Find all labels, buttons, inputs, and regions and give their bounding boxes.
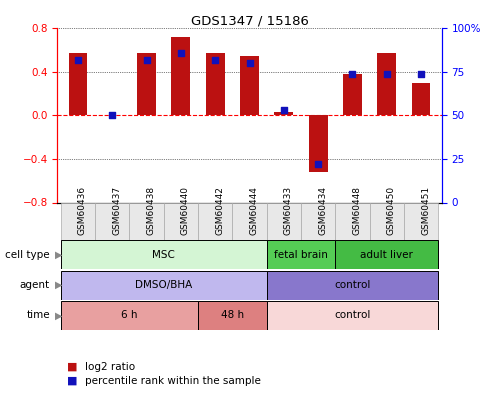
FancyBboxPatch shape (61, 271, 266, 300)
Text: GSM60433: GSM60433 (284, 185, 293, 234)
FancyBboxPatch shape (266, 271, 438, 300)
Text: control: control (334, 311, 371, 320)
Text: GSM60451: GSM60451 (421, 185, 430, 234)
Text: ■: ■ (67, 362, 78, 371)
Bar (309, 115, 327, 172)
Text: 6 h: 6 h (121, 311, 138, 320)
Bar (377, 53, 396, 115)
FancyBboxPatch shape (266, 202, 301, 253)
Text: ▶: ▶ (55, 280, 62, 290)
FancyBboxPatch shape (198, 202, 233, 253)
Point (108, 112, 116, 119)
FancyBboxPatch shape (301, 202, 335, 253)
Text: GSM60438: GSM60438 (147, 185, 156, 234)
FancyBboxPatch shape (266, 301, 438, 330)
Text: log2 ratio: log2 ratio (85, 362, 135, 371)
Bar (240, 55, 259, 115)
Bar (206, 53, 225, 115)
Point (246, 60, 253, 66)
Text: agent: agent (20, 280, 50, 290)
Text: control: control (334, 280, 371, 290)
Text: GSM60448: GSM60448 (352, 185, 361, 234)
FancyBboxPatch shape (61, 202, 95, 253)
FancyBboxPatch shape (61, 240, 266, 269)
Text: ■: ■ (67, 376, 78, 386)
Text: GSM60444: GSM60444 (250, 185, 258, 234)
Bar (412, 83, 431, 115)
Point (417, 70, 425, 77)
Text: 48 h: 48 h (221, 311, 244, 320)
FancyBboxPatch shape (61, 301, 198, 330)
Text: GSM60436: GSM60436 (78, 185, 87, 234)
Text: GSM60442: GSM60442 (215, 185, 224, 234)
FancyBboxPatch shape (233, 202, 266, 253)
FancyBboxPatch shape (198, 301, 266, 330)
Bar (68, 53, 87, 115)
Text: MSC: MSC (152, 250, 175, 260)
Point (348, 70, 356, 77)
Text: fetal brain: fetal brain (274, 250, 328, 260)
Point (280, 107, 288, 113)
Text: GSM60434: GSM60434 (318, 185, 327, 234)
Text: adult liver: adult liver (360, 250, 413, 260)
FancyBboxPatch shape (335, 202, 370, 253)
Text: time: time (26, 311, 50, 320)
Point (143, 56, 151, 63)
Text: GSM60437: GSM60437 (112, 185, 121, 234)
Text: DMSO/BHA: DMSO/BHA (135, 280, 192, 290)
FancyBboxPatch shape (370, 202, 404, 253)
Text: ▶: ▶ (55, 250, 62, 260)
FancyBboxPatch shape (95, 202, 129, 253)
Bar (137, 53, 156, 115)
Bar (343, 74, 362, 115)
FancyBboxPatch shape (335, 240, 438, 269)
Point (383, 70, 391, 77)
Bar (172, 37, 190, 115)
Bar (274, 112, 293, 115)
FancyBboxPatch shape (164, 202, 198, 253)
FancyBboxPatch shape (129, 202, 164, 253)
Text: GSM60450: GSM60450 (387, 185, 396, 234)
Title: GDS1347 / 15186: GDS1347 / 15186 (191, 14, 308, 27)
Text: GSM60440: GSM60440 (181, 185, 190, 234)
Text: ▶: ▶ (55, 311, 62, 320)
Point (74, 56, 82, 63)
Text: cell type: cell type (5, 250, 50, 260)
FancyBboxPatch shape (404, 202, 438, 253)
Point (314, 161, 322, 167)
Point (211, 56, 219, 63)
FancyBboxPatch shape (266, 240, 335, 269)
Point (177, 49, 185, 56)
Text: percentile rank within the sample: percentile rank within the sample (85, 376, 260, 386)
